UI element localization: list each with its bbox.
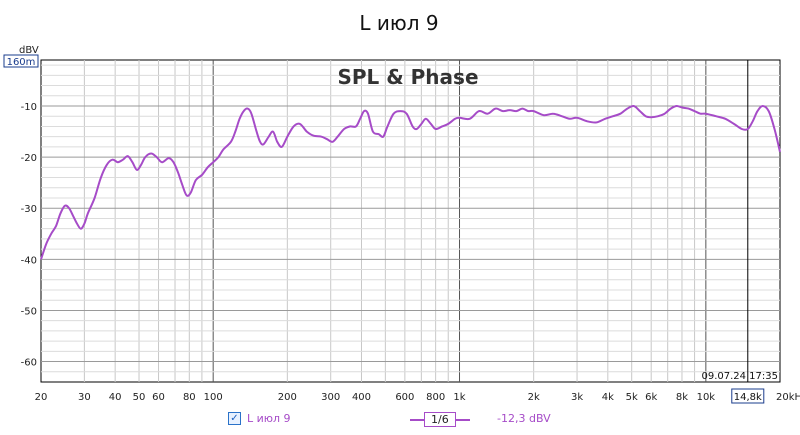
x-tick-label: 1k	[453, 392, 465, 403]
x-tick-label: 8k	[676, 392, 688, 403]
x-tick-label: 6k	[645, 392, 657, 403]
y-tick-label: -50	[21, 306, 37, 317]
x-tick-label: 2k	[528, 392, 540, 403]
series-visibility-checkbox[interactable]: ✓	[228, 412, 241, 425]
legend-series-item[interactable]: ✓ L июл 9	[228, 412, 291, 425]
range-box-label: 160m	[7, 57, 36, 68]
y-tick-label: -10	[21, 102, 37, 113]
x-tick-label: 50	[133, 392, 146, 403]
legend-readout: -12,3 dBV	[497, 412, 551, 425]
cursor-readout-label: 14,8k	[734, 392, 762, 403]
x-tick-label: 20	[35, 392, 48, 403]
y-tick-label: -30	[21, 204, 37, 215]
x-tick-label: 20kHz	[776, 392, 800, 403]
x-tick-label: 60	[152, 392, 165, 403]
y-tick-label: -20	[21, 153, 37, 164]
x-tick-label: 3k	[571, 392, 583, 403]
x-tick-label: 80	[183, 392, 196, 403]
chart-watermark: SPL & Phase	[337, 65, 478, 89]
series-line	[40, 104, 781, 260]
x-tick-label: 400	[352, 392, 371, 403]
readout-value: -12,3 dBV	[497, 412, 551, 425]
x-tick-label: 10k	[697, 392, 716, 403]
smoothing-line-right	[455, 418, 470, 421]
range-box[interactable]	[3, 54, 39, 68]
x-tick-label: 200	[278, 392, 297, 403]
x-tick-label: 5k	[626, 392, 638, 403]
x-tick-label: 100	[204, 392, 223, 403]
x-tick-label: 300	[321, 392, 340, 403]
chart-title: L июл 9	[359, 11, 438, 35]
legend-series-label: L июл 9	[247, 412, 291, 425]
x-tick-label: 40	[109, 392, 122, 403]
y-tick-labels: -10 -20 -30 -40 -50 -60	[21, 102, 37, 369]
chart-area[interactable]: L июл 9 20 30 40 50 60 80 100 200 300 400 600 800 1k…	[0, 0, 800, 412]
smoothing-indicator[interactable]: 1/6	[410, 412, 470, 427]
smoothing-value: 1/6	[424, 412, 456, 427]
x-tick-labels: 20 30 40 50 60 80 100 200 300 400 600 800 1k 2k 3k 4k 5k…	[35, 392, 800, 403]
x-tick-label: 800	[426, 392, 445, 403]
plot-frame	[40, 59, 781, 383]
x-tick-label: 600	[395, 392, 414, 403]
y-axis-unit: dBV	[19, 45, 39, 56]
y-tick-label: -60	[21, 358, 37, 369]
x-tick-label: 4k	[602, 392, 614, 403]
grid-lines	[41, 60, 780, 382]
legend-bar: ✓ L июл 9 1/6 -12,3 dBV	[0, 412, 800, 432]
x-tick-label: 30	[78, 392, 91, 403]
y-tick-label: -40	[21, 255, 37, 266]
smoothing-line-left	[410, 418, 424, 421]
cursor-readout-box[interactable]	[731, 388, 765, 404]
series-group	[40, 104, 781, 260]
timestamp: 09.07.24 17:35	[701, 371, 778, 382]
